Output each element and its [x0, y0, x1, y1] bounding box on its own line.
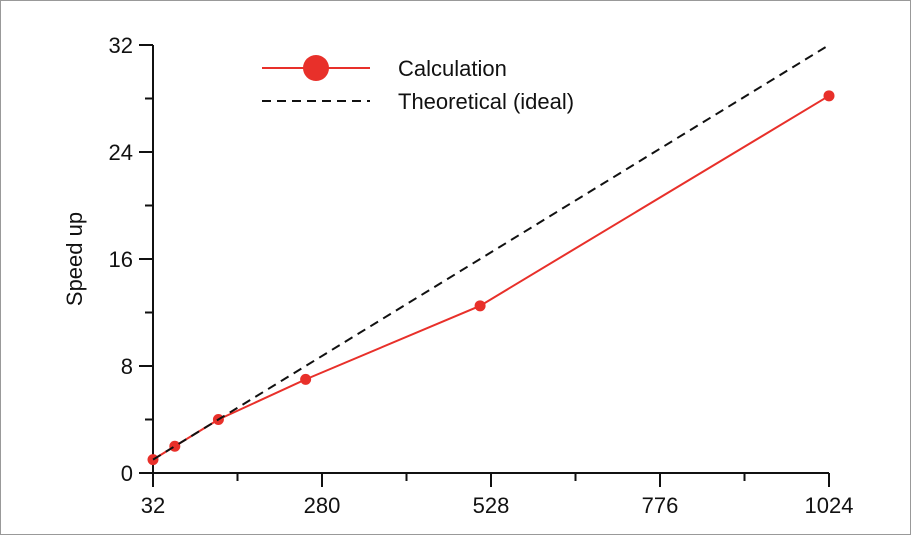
series-line-2: [152, 44, 830, 461]
series-layer: [147, 44, 835, 466]
ticks: 0 8 16 24 32 32 280 528 776 1024: [109, 33, 854, 518]
y-tick-label: 16: [109, 247, 133, 272]
y-axis-title: Speed up: [62, 212, 87, 306]
data-point: [300, 373, 312, 385]
data-point: [169, 440, 181, 452]
x-tick-label: 280: [304, 493, 341, 518]
y-tick-label: 0: [121, 461, 133, 486]
x-tick-label: 32: [141, 493, 165, 518]
legend: Calculation Theoretical (ideal): [262, 55, 574, 114]
legend-label: Theoretical (ideal): [398, 89, 574, 114]
x-tick-label: 776: [642, 493, 679, 518]
y-tick-label: 32: [109, 33, 133, 58]
legend-label: Calculation: [398, 56, 507, 81]
data-point: [474, 300, 486, 312]
x-tick-label: 528: [473, 493, 510, 518]
data-point: [823, 90, 835, 102]
y-tick-label: 24: [109, 140, 133, 165]
legend-marker: [303, 55, 329, 81]
x-tick-label: 1024: [805, 493, 854, 518]
y-tick-label: 8: [121, 354, 133, 379]
series-line-1: [152, 94, 830, 461]
